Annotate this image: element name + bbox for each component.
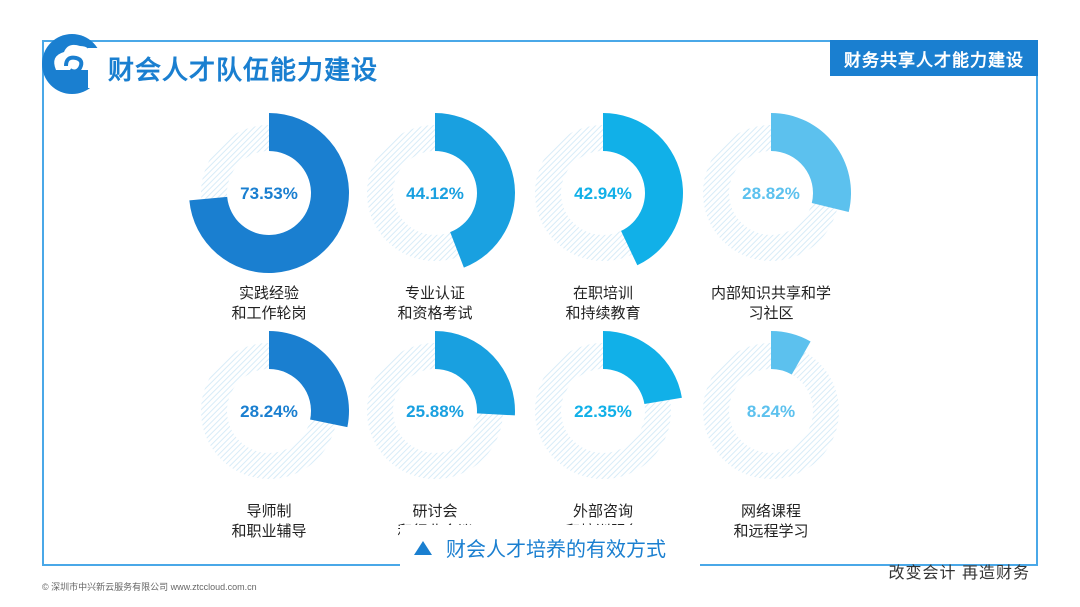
- donut-slice: [603, 113, 683, 266]
- slogan-text: 改变会计 再造财务: [888, 565, 1030, 582]
- donut-cell: 44.12% 专业认证和资格考试: [345, 110, 525, 324]
- caption-text: 财会人才培养的有效方式: [446, 539, 666, 561]
- label-line-2: 和持续教育: [565, 305, 641, 322]
- caption-backdrop: [400, 525, 700, 569]
- donut-cell: 22.35%外部咨询和培训服务: [513, 328, 693, 542]
- donut-value-label: 73.53%: [240, 184, 298, 203]
- triangle-icon: [414, 540, 432, 555]
- donut-cell: 28.24% 导师制和职业辅导: [179, 328, 359, 542]
- donut-slice: [771, 331, 811, 375]
- donut-chart: 28.82%: [703, 113, 851, 261]
- donut-value-label: 42.94%: [574, 184, 632, 203]
- label-line-1: 实践经验: [238, 285, 299, 302]
- donut-category-label: 专业认证 和资格考试: [345, 284, 525, 324]
- donut-slice: [435, 113, 515, 268]
- donut-value-label: 28.82%: [742, 184, 800, 203]
- label-line-1: 导师制: [246, 503, 292, 520]
- label-line-2: 和工作轮岗: [231, 305, 307, 322]
- cloud-logo-icon: [42, 34, 102, 94]
- donut-chart: 8.24%: [703, 331, 839, 479]
- donut-category-label: 网络课程 和远程学习: [681, 502, 861, 542]
- donut-chart: 73.53%: [189, 113, 349, 273]
- section-tag: 财务共享人才能力建设: [830, 40, 1038, 76]
- donut-value-label: 44.12%: [406, 184, 464, 203]
- label-line-2: 习社区: [748, 305, 794, 322]
- donut-cell: 42.94% 在职培训和持续教育: [513, 110, 693, 324]
- donut-cell: 25.88%研讨会和行业会议: [345, 328, 525, 542]
- donut-value-label: 22.35%: [574, 402, 632, 421]
- donut-slice: [771, 113, 851, 213]
- donut-slice: [603, 331, 682, 405]
- label-line-2: 和资格考试: [397, 305, 473, 322]
- chart-caption: 财会人才培养的有效方式: [0, 533, 1080, 562]
- label-line-1: 在职培训: [572, 285, 633, 302]
- donut-slice: [435, 331, 515, 416]
- donut-slice: [189, 113, 349, 273]
- copyright-text: © 深圳市中兴新云服务有限公司 www.ztccloud.com.cn: [42, 582, 257, 592]
- title-bar: 财会人才队伍能力建设: [88, 48, 391, 88]
- label-line-1: 外部咨询: [572, 503, 633, 520]
- donut-value-label: 8.24%: [747, 402, 795, 421]
- donut-cell: 8.24% 网络课程和远程学习: [681, 328, 861, 542]
- donut-chart: 44.12%: [367, 113, 515, 268]
- donut-cell: 28.82% 内部知识共享和学 习社区: [681, 110, 861, 324]
- label-line-2: 和远程学习: [733, 523, 809, 540]
- donut-value-label: 25.88%: [406, 402, 464, 421]
- page-title: 财会人才队伍能力建设: [108, 54, 379, 85]
- donut-chart: 28.24%: [201, 331, 349, 479]
- label-line-1: 网络课程: [740, 503, 801, 520]
- label-line-1: 专业认证: [404, 285, 465, 302]
- donut-category-label: 内部知识共享和学 习社区: [681, 284, 861, 324]
- donut-slice: [269, 331, 349, 428]
- donut-chart: 42.94%: [535, 113, 683, 266]
- donut-cell: 73.53% 实践经验和工作轮岗: [179, 110, 359, 324]
- donut-category-label: 在职培训 和持续教育: [513, 284, 693, 324]
- donut-category-label: 导师制 和职业辅导: [179, 502, 359, 542]
- label-line-1: 内部知识共享和学: [710, 285, 831, 302]
- donut-category-label: 实践经验 和工作轮岗: [179, 284, 359, 324]
- label-line-1: 研讨会: [412, 503, 458, 520]
- donut-chart: 25.88%: [367, 331, 515, 479]
- donut-value-label: 28.24%: [240, 402, 298, 421]
- donut-chart: 22.35%: [535, 331, 682, 479]
- label-line-2: 和职业辅导: [231, 523, 307, 540]
